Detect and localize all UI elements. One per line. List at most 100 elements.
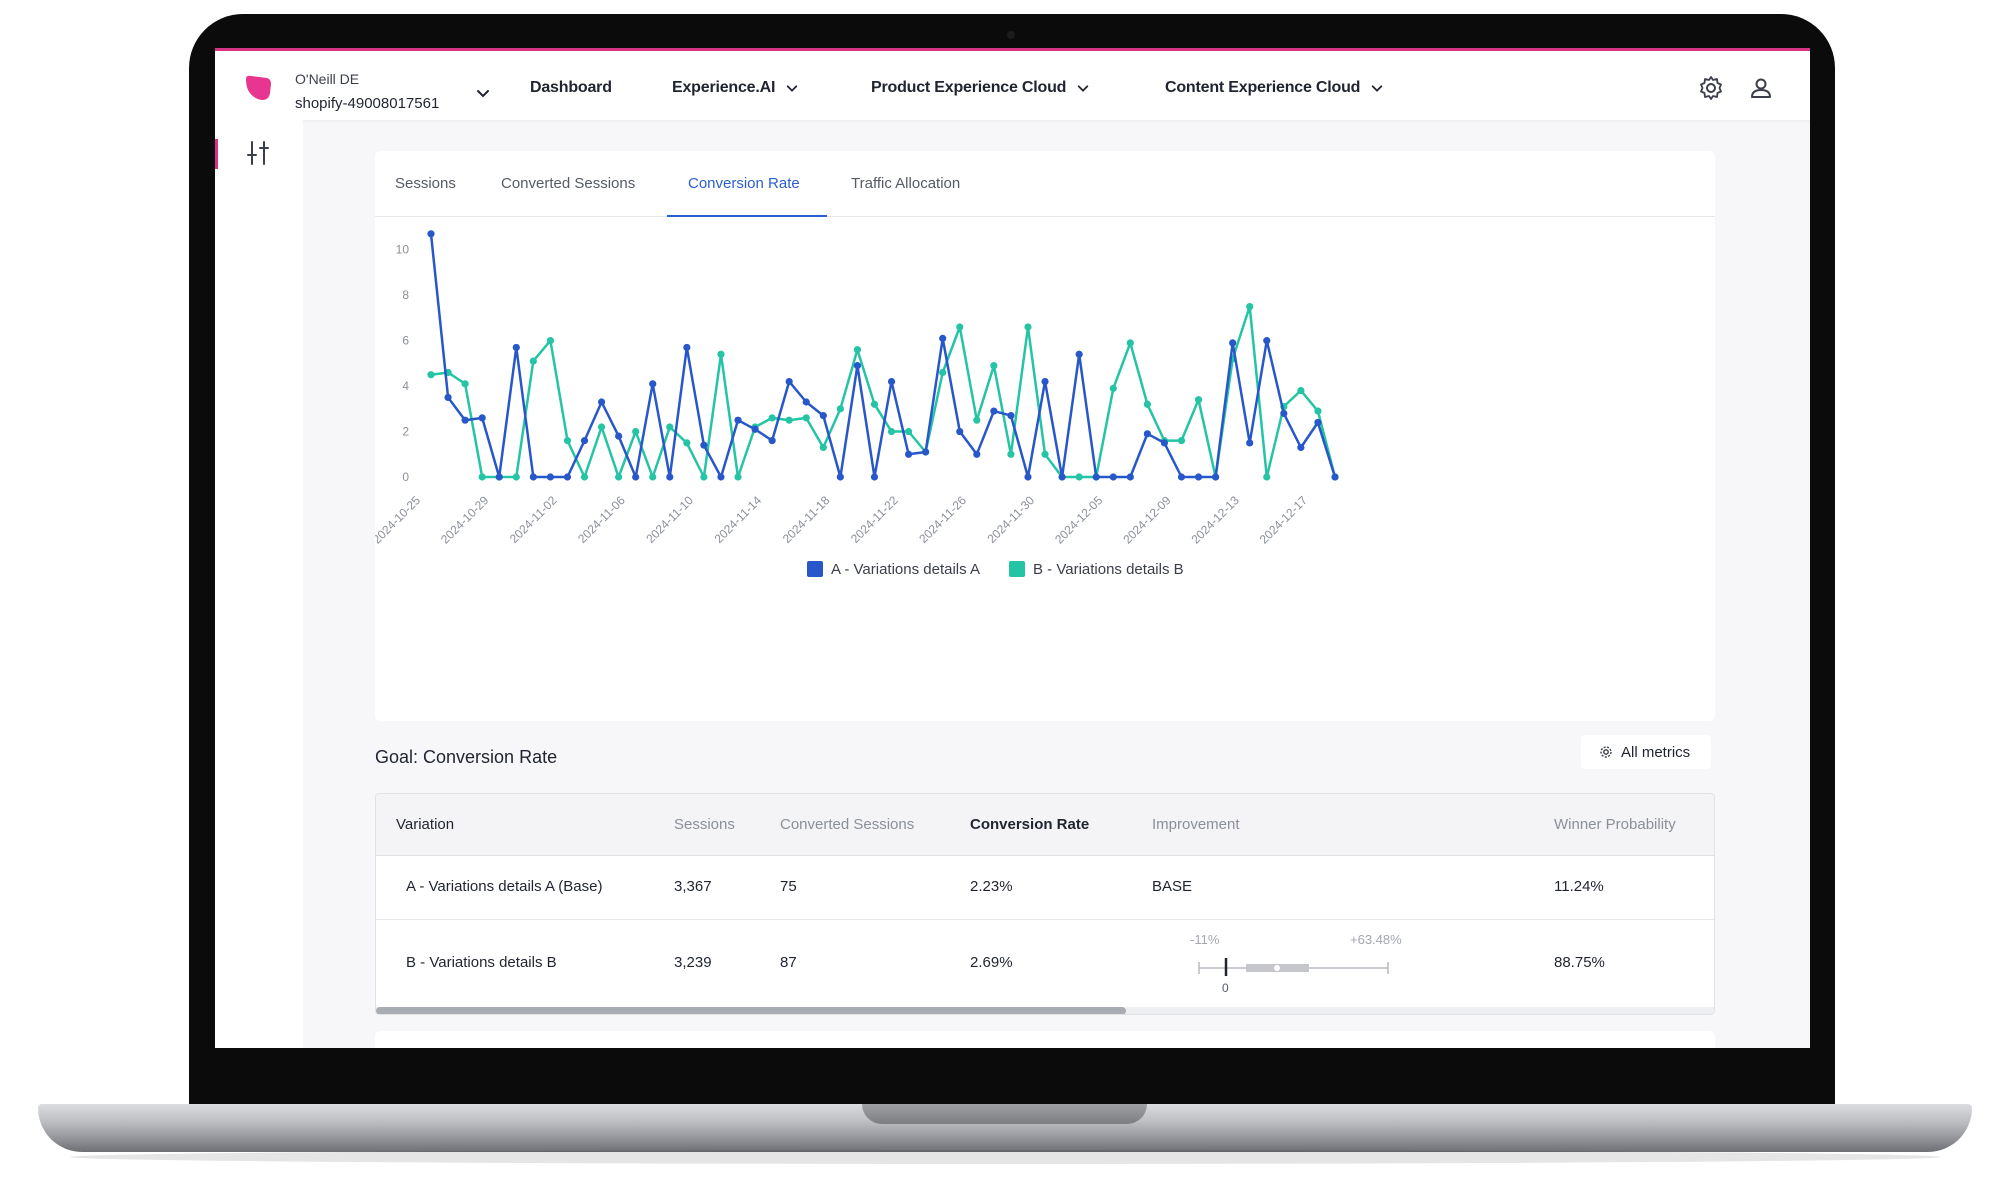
column-header-winner-probability[interactable]: Winner Probability <box>1554 816 1676 833</box>
series-b-point[interactable] <box>1109 384 1117 392</box>
series-a-point[interactable] <box>853 362 862 370</box>
series-a-point[interactable] <box>1092 473 1100 481</box>
column-header-conversion-rate[interactable]: Conversion Rate <box>970 816 1090 833</box>
series-a-point[interactable] <box>427 230 435 238</box>
series-a-point[interactable] <box>802 398 810 406</box>
series-a-point[interactable] <box>597 398 606 406</box>
series-b-point[interactable] <box>632 427 640 436</box>
series-a-point[interactable] <box>1007 412 1015 420</box>
series-b-point[interactable] <box>853 346 862 354</box>
series-b-point[interactable] <box>1297 387 1305 395</box>
series-a-point[interactable] <box>1075 350 1083 358</box>
series-a-point[interactable] <box>836 473 844 481</box>
nav-dashboard[interactable]: Dashboard <box>530 79 612 97</box>
series-a-point[interactable] <box>1024 473 1032 481</box>
series-b-point[interactable] <box>836 405 844 413</box>
series-a-point[interactable] <box>768 437 776 445</box>
series-a-point[interactable] <box>956 427 964 436</box>
series-a-point[interactable] <box>580 437 589 445</box>
all-metrics-button[interactable]: All metrics <box>1581 735 1711 769</box>
series-b-point[interactable] <box>802 414 810 422</box>
series-b-point[interactable] <box>870 400 879 408</box>
gear-icon[interactable] <box>1698 75 1724 101</box>
series-a-point[interactable] <box>717 473 725 481</box>
series-a-point[interactable] <box>1280 409 1288 417</box>
series-a-point[interactable] <box>1126 473 1134 481</box>
series-b-point[interactable] <box>717 350 725 358</box>
series-b-point[interactable] <box>973 416 981 424</box>
series-a-point[interactable] <box>1143 430 1151 438</box>
series-a-point[interactable] <box>546 473 554 481</box>
series-a-point[interactable] <box>734 416 742 424</box>
series-a-point[interactable] <box>1263 337 1271 345</box>
series-a-point[interactable] <box>904 450 913 458</box>
brand-logo-icon[interactable] <box>243 73 273 103</box>
series-a-point[interactable] <box>649 380 657 388</box>
nav-content-experience-cloud[interactable]: Content Experience Cloud <box>1165 79 1384 97</box>
column-header-improvement[interactable]: Improvement <box>1152 816 1240 833</box>
series-a-point[interactable] <box>478 414 486 422</box>
column-header-sessions[interactable]: Sessions <box>674 816 735 833</box>
series-a-point[interactable] <box>666 473 674 481</box>
series-b-point[interactable] <box>563 437 572 445</box>
series-b-point[interactable] <box>819 443 827 452</box>
series-b-point[interactable] <box>939 368 947 377</box>
legend-label[interactable]: B - Variations details B <box>1033 561 1184 578</box>
series-a-point[interactable] <box>1109 473 1117 481</box>
series-a-point[interactable] <box>785 377 793 386</box>
series-a-point[interactable] <box>461 416 469 424</box>
series-b-point[interactable] <box>461 380 469 388</box>
series-b-point[interactable] <box>956 323 964 331</box>
series-b-point[interactable] <box>615 473 623 481</box>
scrollbar-thumb[interactable] <box>376 1007 1127 1014</box>
column-header-converted-sessions[interactable]: Converted Sessions <box>780 816 915 833</box>
series-a-point[interactable] <box>1160 439 1169 447</box>
series-b-point[interactable] <box>1177 437 1186 445</box>
tab-conversion-rate[interactable]: Conversion Rate <box>688 175 800 192</box>
series-b-point[interactable] <box>990 362 998 370</box>
series-b-point[interactable] <box>427 371 435 379</box>
series-a-point[interactable] <box>1177 473 1186 481</box>
series-a-point[interactable] <box>529 473 537 481</box>
series-a-point[interactable] <box>1058 473 1066 481</box>
series-b-point[interactable] <box>1041 450 1049 458</box>
series-a-point[interactable] <box>512 343 520 352</box>
chart-legend[interactable]: A - Variations details A B - Variations d… <box>807 561 1184 578</box>
series-a-point[interactable] <box>1212 473 1220 481</box>
series-b-point[interactable] <box>1075 473 1083 481</box>
series-b-point[interactable] <box>785 416 793 424</box>
series-a-point[interactable] <box>922 448 930 456</box>
series-b-point[interactable] <box>700 473 708 481</box>
series-b-point[interactable] <box>649 473 657 481</box>
series-b-point[interactable] <box>1143 400 1151 408</box>
series-b-point[interactable] <box>768 414 776 422</box>
nav-experience-ai[interactable]: Experience.AI <box>672 79 799 97</box>
series-b-point[interactable] <box>512 473 520 481</box>
series-b-point[interactable] <box>666 423 674 431</box>
table-row[interactable]: A - Variations details A (Base) 3,367 75… <box>376 856 1714 920</box>
series-b-point[interactable] <box>1314 407 1322 415</box>
series-a-point[interactable] <box>444 393 452 402</box>
series-b-point[interactable] <box>1024 323 1032 331</box>
series-a-point[interactable] <box>563 473 572 481</box>
series-a-point[interactable] <box>1246 439 1254 447</box>
account-id[interactable]: shopify-49008017561 <box>295 95 440 112</box>
series-b-point[interactable] <box>1263 473 1271 481</box>
series-a-point[interactable] <box>1041 377 1049 386</box>
series-a-point[interactable] <box>751 425 759 433</box>
series-a-point[interactable] <box>990 407 998 415</box>
series-a-point[interactable] <box>870 473 879 481</box>
series-b-point[interactable] <box>546 337 554 345</box>
tab-traffic-allocation[interactable]: Traffic Allocation <box>851 175 961 192</box>
series-b-point[interactable] <box>683 439 691 447</box>
series-b-point[interactable] <box>1126 339 1134 347</box>
horizontal-scrollbar[interactable] <box>376 1007 1714 1014</box>
series-a-point[interactable] <box>615 432 623 440</box>
series-b-point[interactable] <box>904 427 913 436</box>
series-b-point[interactable] <box>1194 396 1203 404</box>
series-a-point[interactable] <box>700 441 708 449</box>
series-a-point[interactable] <box>1314 418 1322 427</box>
account-switcher-chevron-down-icon[interactable] <box>475 85 491 101</box>
series-b-point[interactable] <box>1007 450 1015 458</box>
series-a-point[interactable] <box>683 343 691 352</box>
